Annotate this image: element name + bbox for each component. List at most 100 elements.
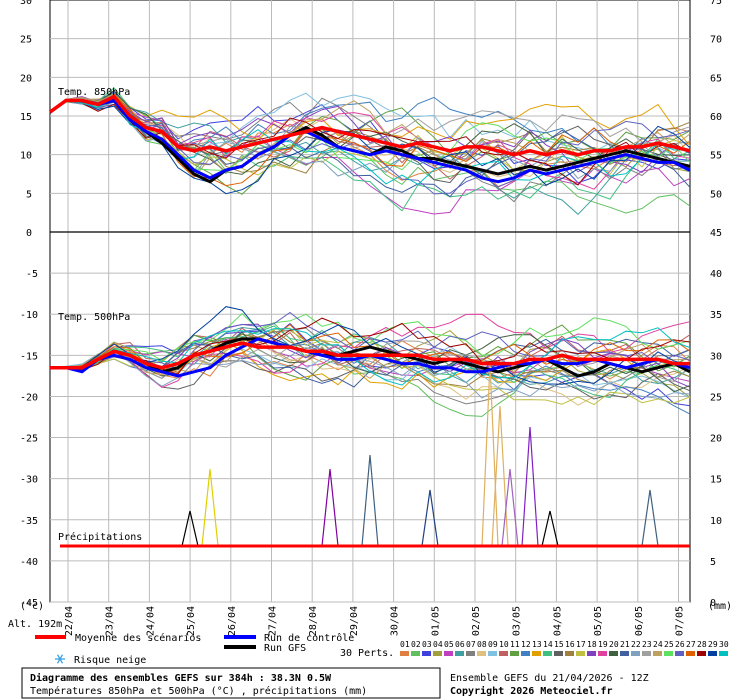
legend-control-label: Run de contrôle xyxy=(264,632,354,644)
perturbation-number: 29 xyxy=(708,640,718,649)
perturbation-number: 25 xyxy=(664,640,674,649)
perturbation-swatch xyxy=(488,651,497,656)
precip-peak xyxy=(321,468,339,547)
x-tick-label: 02/05 xyxy=(471,606,482,636)
perturbation-line-850 xyxy=(49,95,691,174)
main-series-lines xyxy=(48,94,691,548)
left-tick-label: 15 xyxy=(20,112,32,123)
perturbation-number: 14 xyxy=(543,640,553,649)
perturbation-number: 27 xyxy=(686,640,696,649)
left-tick-label: 10 xyxy=(20,151,32,162)
legend-gfs-label: Run GFS xyxy=(264,643,306,654)
x-tick-label: 06/05 xyxy=(634,606,645,636)
x-tick-label: 03/05 xyxy=(512,606,523,636)
perturbation-number: 24 xyxy=(653,640,663,649)
x-tick-label: 24/04 xyxy=(145,606,156,636)
x-tick-label: 23/04 xyxy=(105,606,116,636)
precip-peak xyxy=(361,454,379,547)
perturbation-number: 21 xyxy=(620,640,630,649)
perturbation-number: 09 xyxy=(488,640,498,649)
perturbation-swatch xyxy=(675,651,684,656)
chart-grid xyxy=(49,0,691,603)
perturbation-swatch xyxy=(620,651,629,656)
left-tick-label: -45 xyxy=(20,598,38,609)
left-tick-label: 25 xyxy=(20,35,32,46)
perturbation-number: 01 xyxy=(400,640,410,649)
perturbation-number: 19 xyxy=(598,640,608,649)
axis-tick-labels: 05101520253045505560657075-5-10-15-20-25… xyxy=(20,0,722,636)
x-tick-label: 30/04 xyxy=(390,606,401,636)
perturbation-swatch xyxy=(697,651,706,656)
unit-right-label: (mm) xyxy=(708,601,732,612)
legend-mean-label: Moyenne des scénarios xyxy=(75,632,201,644)
perturbation-line-850 xyxy=(49,87,691,212)
x-tick-label: 04/05 xyxy=(552,606,563,636)
perturbation-swatch xyxy=(510,651,519,656)
perturbation-swatch xyxy=(466,651,475,656)
perturbation-number: 11 xyxy=(510,640,520,649)
footer-subtitle: Températures 850hPa et 500hPa (°C) , pré… xyxy=(30,685,367,697)
right-tick-label: 40 xyxy=(710,269,722,280)
footer-run: Ensemble GEFS du 21/04/2026 - 12Z xyxy=(450,673,649,684)
right-tick-label: 65 xyxy=(710,73,722,84)
perturbation-swatch xyxy=(543,651,552,656)
perturbation-swatch xyxy=(422,651,431,656)
perturbation-swatch xyxy=(642,651,651,656)
precip-peak xyxy=(181,510,199,547)
perturbation-swatch xyxy=(455,651,464,656)
perturbation-line-500 xyxy=(49,312,691,370)
perturbation-swatch xyxy=(565,651,574,656)
left-tick-label: -25 xyxy=(20,434,38,445)
panel-label: Temp. 500hPa xyxy=(58,312,130,323)
x-tick-label: 22/04 xyxy=(64,606,75,636)
precip-peak xyxy=(641,489,659,547)
perturbation-number: 15 xyxy=(554,640,564,649)
panel-label: Précipitations xyxy=(58,531,142,543)
perturbation-number: 10 xyxy=(499,640,509,649)
plot-area xyxy=(49,0,691,603)
right-tick-label: 15 xyxy=(710,475,722,486)
perturbation-number: 03 xyxy=(422,640,432,649)
precip-peak xyxy=(491,405,509,547)
perturbation-swatch xyxy=(400,651,409,656)
left-tick-label: 20 xyxy=(20,73,32,84)
precip-peak xyxy=(501,468,519,547)
x-tick-label: 29/04 xyxy=(349,606,360,636)
perturbation-number: 22 xyxy=(631,640,641,649)
perturbation-number: 30 xyxy=(719,640,729,649)
perturbation-number: 02 xyxy=(411,640,421,649)
perturbation-swatch xyxy=(587,651,596,656)
perturbation-number: 07 xyxy=(466,640,476,649)
perturbation-swatch xyxy=(609,651,618,656)
perturbation-line-500 xyxy=(49,311,691,371)
right-tick-label: 25 xyxy=(710,392,722,403)
altitude-label: Alt. 192m xyxy=(8,619,62,630)
perturbation-number: 16 xyxy=(565,640,575,649)
perturbation-line-850 xyxy=(49,96,691,198)
x-tick-label: 27/04 xyxy=(268,606,279,636)
legend-perts-label: 30 Perts. xyxy=(340,648,394,659)
unit-left-label: (°c) xyxy=(20,601,44,612)
left-tick-label: 30 xyxy=(20,0,32,7)
left-tick-label: -15 xyxy=(20,351,38,362)
left-tick-label: 0 xyxy=(26,228,32,239)
right-tick-label: 0 xyxy=(710,598,716,609)
left-tick-label: -5 xyxy=(26,269,38,280)
right-tick-label: 55 xyxy=(710,151,722,162)
perturbation-line-500 xyxy=(49,343,691,399)
perturbation-swatch xyxy=(653,651,662,656)
perturbation-swatch xyxy=(719,651,728,656)
perturbation-line-850 xyxy=(49,94,691,147)
perturbation-number: 05 xyxy=(444,640,454,649)
left-tick-label: -30 xyxy=(20,475,38,486)
left-tick-label: -20 xyxy=(20,392,38,403)
footer-box xyxy=(21,667,441,699)
left-tick-label: 5 xyxy=(26,189,32,200)
panel-label: Temp. 850hPa xyxy=(58,87,130,98)
perturbation-number: 26 xyxy=(675,640,685,649)
right-tick-label: 75 xyxy=(710,0,722,7)
perturbation-swatch xyxy=(477,651,486,656)
footer-copyright: Copyright 2026 Meteociel.fr xyxy=(450,685,613,697)
right-tick-label: 10 xyxy=(710,516,722,527)
right-tick-label: 20 xyxy=(710,434,722,445)
